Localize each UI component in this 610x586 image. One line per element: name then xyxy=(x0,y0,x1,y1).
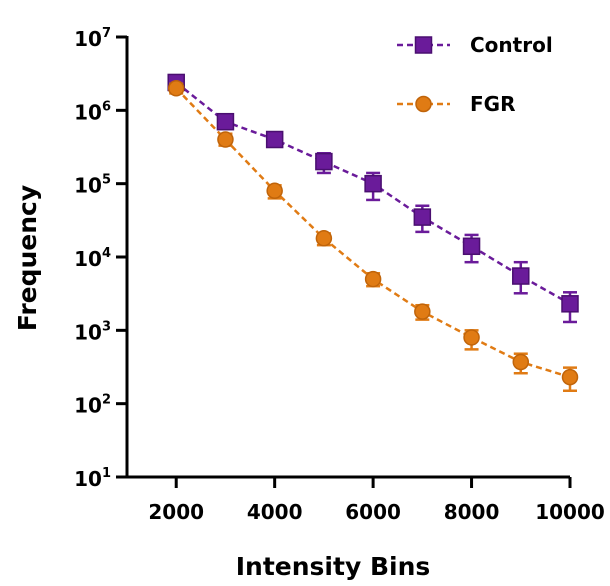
data-point xyxy=(561,295,579,313)
legend: Control FGR xyxy=(397,33,553,116)
y-tick-exponent: 6 xyxy=(102,99,111,114)
legend-label: FGR xyxy=(470,92,515,116)
y-tick-exponent: 4 xyxy=(102,246,111,261)
y-axis-title: Frequency xyxy=(13,185,42,331)
y-tick-exponent: 2 xyxy=(102,393,111,408)
data-point xyxy=(414,303,431,320)
y-tick-base: 10 xyxy=(74,174,102,198)
x-tick-label: 6000 xyxy=(345,500,401,524)
legend-label: Control xyxy=(470,33,553,57)
data-point xyxy=(512,353,530,371)
y-tick-label: 101 xyxy=(74,466,111,491)
plot-area xyxy=(167,73,579,393)
data-point xyxy=(315,230,333,247)
data-point xyxy=(512,267,530,285)
data-point xyxy=(167,80,185,97)
x-tick-label: 4000 xyxy=(247,500,303,524)
data-point xyxy=(463,329,480,346)
y-tick-exponent: 3 xyxy=(102,319,111,334)
series-control xyxy=(167,73,579,324)
y-tick-exponent: 5 xyxy=(102,173,111,188)
data-point xyxy=(217,131,234,148)
data-point xyxy=(413,208,432,226)
legend-item-control: Control xyxy=(397,33,553,57)
x-tick-label: 8000 xyxy=(444,500,500,524)
data-point xyxy=(561,368,579,386)
y-tick-label: 105 xyxy=(74,173,111,198)
y-tick-label: 107 xyxy=(74,26,111,51)
series-fgr xyxy=(167,80,579,393)
legend-item-fgr: FGR xyxy=(397,92,515,116)
legend-marker xyxy=(414,36,433,54)
y-tick-base: 10 xyxy=(74,467,102,491)
y-tick-base: 10 xyxy=(74,27,102,51)
data-point xyxy=(364,270,382,288)
x-axis-title: Intensity Bins xyxy=(236,552,431,581)
y-tick-label: 104 xyxy=(74,246,111,271)
y-tick-label: 106 xyxy=(74,99,111,124)
data-point xyxy=(462,237,481,256)
data-point xyxy=(265,130,284,149)
legend-marker xyxy=(415,95,432,113)
y-tick-label: 102 xyxy=(74,393,111,418)
y-tick-base: 10 xyxy=(74,394,102,418)
data-point xyxy=(315,152,333,171)
y-tick-exponent: 1 xyxy=(102,466,111,481)
series-line xyxy=(175,87,571,379)
x-tick-label: 10000 xyxy=(535,500,605,524)
data-point xyxy=(216,112,235,131)
y-tick-base: 10 xyxy=(74,320,102,344)
data-point xyxy=(266,182,283,200)
data-point xyxy=(364,174,382,193)
x-tick-label: 2000 xyxy=(148,500,204,524)
y-tick-label: 103 xyxy=(74,319,111,344)
x-axis-ticks: 2000 4000 6000 8000 10000 xyxy=(148,477,605,524)
y-tick-base: 10 xyxy=(74,247,102,271)
y-tick-base: 10 xyxy=(74,100,102,124)
y-tick-exponent: 7 xyxy=(102,26,111,41)
